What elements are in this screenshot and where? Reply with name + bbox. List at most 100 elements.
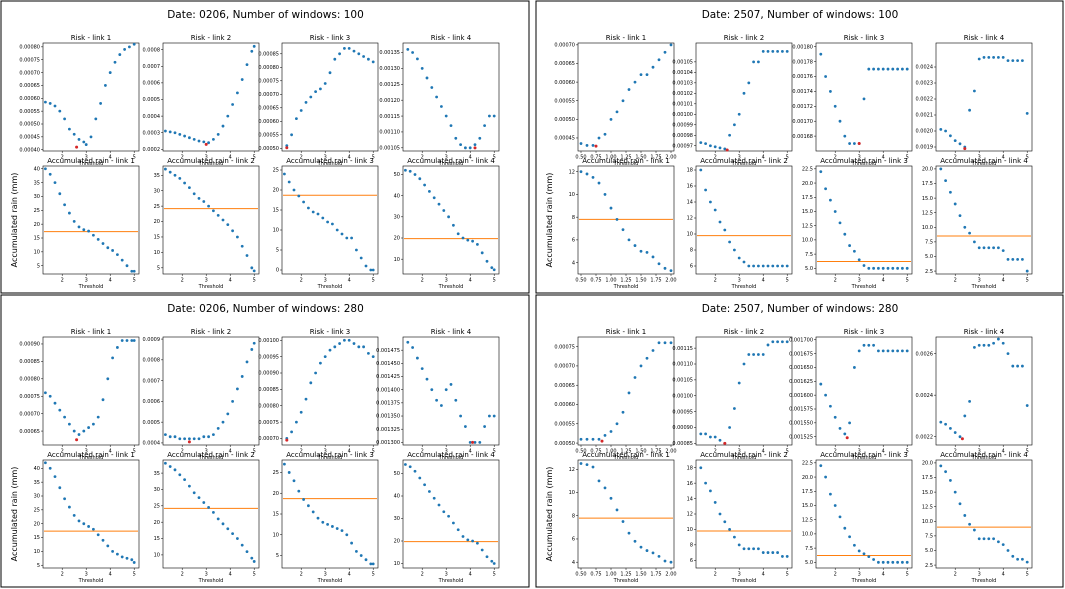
data-point	[819, 52, 823, 56]
data-point	[216, 426, 220, 430]
data-point	[371, 355, 375, 359]
y-tick-label: 0.00178	[792, 59, 813, 65]
y-tick-label: 0.0003	[143, 130, 161, 136]
data-point	[125, 339, 129, 342]
x-tick-label: 3	[858, 278, 861, 284]
data-point	[478, 440, 482, 444]
data-point	[164, 461, 167, 465]
data-point	[881, 349, 885, 353]
data-point	[116, 346, 119, 349]
data-point	[432, 196, 436, 200]
data-point	[824, 393, 827, 397]
data-point	[106, 246, 110, 250]
data-point	[709, 489, 712, 493]
data-point	[326, 220, 329, 224]
data-point	[663, 266, 667, 270]
y-tick-label: 0.00060	[258, 119, 279, 125]
data-point	[771, 49, 775, 53]
y-tick-label: 0.001625	[789, 379, 813, 385]
data-point	[669, 43, 673, 47]
x-tick-label: 5	[372, 449, 375, 455]
y-tick-label: 5	[37, 563, 40, 569]
data-point	[53, 104, 57, 108]
data-point	[290, 133, 293, 137]
data-point	[833, 210, 837, 213]
data-point	[331, 222, 334, 226]
data-point	[737, 112, 741, 116]
y-tick-label: 10.0	[802, 532, 813, 538]
x-tick-label: 4	[109, 278, 112, 284]
y-tick-label: 18	[687, 168, 693, 174]
y-tick-label: 0.00075	[19, 394, 40, 400]
data-point	[231, 229, 235, 233]
data-point	[723, 228, 727, 232]
x-tick-label: 4	[109, 155, 112, 161]
risk-subplot: Risk - link 2 2 3 4 5 Threshold 0.0004 0.0005 0.…	[143, 328, 260, 461]
data-point	[442, 510, 446, 514]
data-point	[285, 144, 289, 148]
risk-subplot: Risk - link 2 2 3 4 5 Threshold 0.0002 0.0003 0.…	[143, 34, 260, 167]
data-point	[416, 356, 419, 360]
data-point	[872, 343, 875, 347]
rain-subplot: Accumulated rain - link 42 3 4 5Threshold10…	[394, 451, 500, 584]
data-point	[168, 170, 172, 174]
data-point	[335, 527, 339, 530]
y-tick-label: 30	[154, 487, 160, 493]
data-point	[92, 527, 95, 531]
plot-frame	[42, 336, 140, 446]
risk-subplot: Risk - link 4 2 3 4 5 Threshold 0.0019 0.0020 0.…	[916, 34, 1033, 167]
data-point	[338, 52, 341, 56]
x-tick-label: 2	[61, 449, 64, 455]
data-point	[627, 238, 631, 242]
x-tick-label: 1.25	[620, 155, 631, 161]
data-point	[430, 388, 434, 392]
y-tick-label: 0.001325	[376, 427, 400, 433]
x-tick-label: 2.00	[665, 572, 676, 578]
data-point	[591, 437, 595, 441]
data-point	[663, 341, 667, 345]
data-point	[633, 244, 637, 247]
plot-frame	[577, 336, 675, 446]
data-point	[245, 550, 249, 554]
x-tick-label: 2	[954, 155, 957, 161]
data-point	[240, 375, 244, 378]
data-point	[747, 547, 751, 551]
x-tick-label: 4	[469, 572, 472, 578]
data-point	[77, 433, 81, 436]
y-tick-label: 5	[37, 263, 40, 269]
data-point	[1021, 59, 1024, 62]
subplot-title: Risk - link 4	[431, 328, 472, 336]
data-point	[728, 426, 731, 429]
data-point	[252, 269, 256, 273]
data-point	[958, 502, 962, 506]
y-tick-label: 0.00050	[554, 441, 575, 447]
data-point	[579, 142, 583, 145]
x-axis-label: Threshold	[731, 161, 757, 167]
data-point	[132, 269, 136, 273]
data-point	[58, 486, 62, 490]
x-tick-label: 5	[786, 155, 789, 161]
data-point	[58, 192, 62, 196]
data-point	[848, 421, 851, 425]
x-axis-label: Threshold	[851, 284, 877, 290]
plot-frame	[695, 336, 793, 446]
y-tick-label: 0.00060	[554, 80, 575, 86]
data-point	[987, 537, 991, 541]
y-tick-label: 0.00168	[792, 134, 813, 140]
x-tick-label: 2	[421, 449, 424, 455]
data-point	[843, 432, 847, 436]
risk-subplot: Risk - link 1 0.50 0.75 1.00 1.25 1.50 1.75 2.0…	[554, 328, 676, 461]
data-point	[212, 510, 215, 514]
data-point	[843, 526, 847, 530]
data-point	[968, 399, 971, 403]
data-point	[609, 430, 613, 433]
data-point	[461, 236, 465, 240]
data-point	[328, 71, 332, 75]
plot-frame	[935, 165, 1033, 275]
data-point	[130, 269, 134, 273]
data-point	[454, 398, 458, 402]
x-tick-label: 4	[1002, 155, 1005, 161]
y-tick-label: 10	[154, 250, 160, 256]
data-point	[757, 353, 760, 356]
minimum-point	[204, 142, 208, 146]
